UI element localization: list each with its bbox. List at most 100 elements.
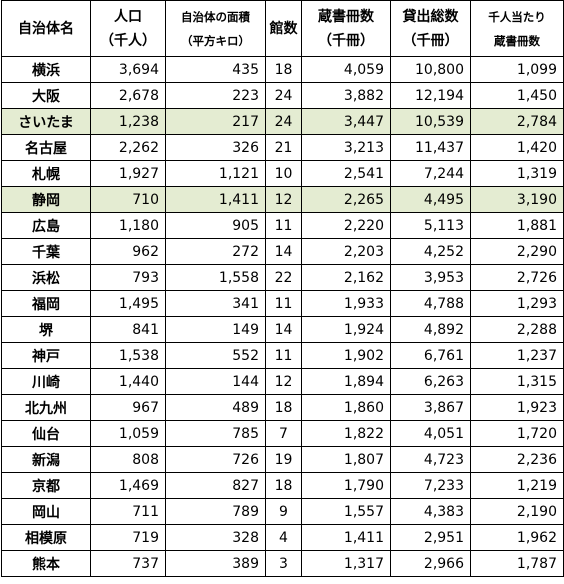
value-cell: 14 xyxy=(265,316,302,343)
value-cell: 808 xyxy=(90,446,166,473)
value-cell: 6,263 xyxy=(390,368,471,395)
city-name: 新潟 xyxy=(1,446,91,473)
city-name: 相模原 xyxy=(1,524,91,551)
table-row: 岡山 711 789 9 1,557 4,383 2,190 xyxy=(1,498,564,525)
table-row: 広島 1,180 905 11 2,220 5,113 1,881 xyxy=(1,212,564,239)
value-cell: 3,447 xyxy=(301,108,391,135)
table-row: 堺 841 149 14 1,924 4,892 2,288 xyxy=(1,316,564,343)
value-cell: 719 xyxy=(90,524,166,551)
city-name: 大阪 xyxy=(1,82,91,109)
value-cell: 6,761 xyxy=(390,342,471,369)
value-cell: 1,121 xyxy=(165,160,266,187)
value-cell: 2,541 xyxy=(301,160,391,187)
value-cell: 144 xyxy=(165,368,266,395)
value-cell: 1,099 xyxy=(470,56,564,83)
value-cell: 7,233 xyxy=(390,472,471,499)
value-cell: 7,244 xyxy=(390,160,471,187)
table-row: 福岡 1,495 341 11 1,933 4,788 1,293 xyxy=(1,290,564,317)
header-cell: 館数 xyxy=(265,0,302,57)
value-cell: 5,113 xyxy=(390,212,471,239)
table-row: 浜松 793 1,558 22 2,162 3,953 2,726 xyxy=(1,264,564,291)
value-cell: 2,265 xyxy=(301,186,391,213)
value-cell: 1,807 xyxy=(301,446,391,473)
value-cell: 11 xyxy=(265,290,302,317)
city-name: 堺 xyxy=(1,316,91,343)
value-cell: 1,411 xyxy=(165,186,266,213)
value-cell: 11 xyxy=(265,212,302,239)
value-cell: 711 xyxy=(90,498,166,525)
value-cell: 1,420 xyxy=(470,134,564,161)
value-cell: 2,951 xyxy=(390,524,471,551)
value-cell: 1,894 xyxy=(301,368,391,395)
value-cell: 2,290 xyxy=(470,238,564,265)
value-cell: 11,437 xyxy=(390,134,471,161)
value-cell: 3,213 xyxy=(301,134,391,161)
value-cell: 1,469 xyxy=(90,472,166,499)
value-cell: 4,059 xyxy=(301,56,391,83)
header-text: 自治体名 xyxy=(18,20,74,37)
value-cell: 217 xyxy=(165,108,266,135)
value-cell: 11 xyxy=(265,342,302,369)
value-cell: 2,190 xyxy=(470,498,564,525)
table-row: 札幌 1,927 1,121 10 2,541 7,244 1,319 xyxy=(1,160,564,187)
header-text: （千冊） xyxy=(402,32,459,49)
header-cell: 千人当たり 蔵書冊数 xyxy=(470,0,564,57)
city-name: 浜松 xyxy=(1,264,91,291)
city-name: 岡山 xyxy=(1,498,91,525)
header-cell: 貸出総数 （千冊） xyxy=(390,0,471,57)
value-cell: 3,953 xyxy=(390,264,471,291)
value-cell: 2,203 xyxy=(301,238,391,265)
value-cell: 1,787 xyxy=(470,550,564,577)
header-text: （千人） xyxy=(100,32,156,49)
value-cell: 12 xyxy=(265,186,302,213)
value-cell: 1,790 xyxy=(301,472,391,499)
value-cell: 18 xyxy=(265,56,302,83)
value-cell: 2,220 xyxy=(301,212,391,239)
city-name: 川崎 xyxy=(1,368,91,395)
value-cell: 552 xyxy=(165,342,266,369)
value-cell: 4,495 xyxy=(390,186,471,213)
value-cell: 793 xyxy=(90,264,166,291)
value-cell: 1,557 xyxy=(301,498,391,525)
header-cell: 自治体の面積 （平方キロ） xyxy=(165,0,266,57)
value-cell: 1,293 xyxy=(470,290,564,317)
header-text: 館数 xyxy=(269,20,298,37)
header-row: 自治体名 人口 （千人） 自治体の面積 （平方キロ） 館数 蔵書冊数 （千冊） 貸出総数 （千冊）… xyxy=(1,0,564,57)
city-name: 北九州 xyxy=(1,394,91,421)
value-cell: 1,933 xyxy=(301,290,391,317)
value-cell: 328 xyxy=(165,524,266,551)
table-row: 熊本 737 389 3 1,317 2,966 1,787 xyxy=(1,550,564,577)
city-name: 福岡 xyxy=(1,290,91,317)
value-cell: 10 xyxy=(265,160,302,187)
value-cell: 1,315 xyxy=(470,368,564,395)
header-cell: 自治体名 xyxy=(1,0,91,57)
value-cell: 2,678 xyxy=(90,82,166,109)
value-cell: 785 xyxy=(165,420,266,447)
value-cell: 4,723 xyxy=(390,446,471,473)
table-body: 横浜 3,694 435 18 4,059 10,800 1,099 大阪 2,678 223 24… xyxy=(1,56,564,577)
value-cell: 1,237 xyxy=(470,342,564,369)
value-cell: 789 xyxy=(165,498,266,525)
value-cell: 1,822 xyxy=(301,420,391,447)
value-cell: 21 xyxy=(265,134,302,161)
value-cell: 2,288 xyxy=(470,316,564,343)
table-row: 名古屋 2,262 326 21 3,213 11,437 1,420 xyxy=(1,134,564,161)
value-cell: 827 xyxy=(165,472,266,499)
value-cell: 1,902 xyxy=(301,342,391,369)
table-row: 川崎 1,440 144 12 1,894 6,263 1,315 xyxy=(1,368,564,395)
header-text: 人口 xyxy=(114,8,142,25)
value-cell: 272 xyxy=(165,238,266,265)
city-name: 神戸 xyxy=(1,342,91,369)
value-cell: 389 xyxy=(165,550,266,577)
value-cell: 341 xyxy=(165,290,266,317)
value-cell: 22 xyxy=(265,264,302,291)
value-cell: 967 xyxy=(90,394,166,421)
header-text: 蔵書冊数 xyxy=(318,8,374,25)
table-row: 新潟 808 726 19 1,807 4,723 2,236 xyxy=(1,446,564,473)
city-name: さいたま xyxy=(1,108,91,135)
header-cell: 人口 （千人） xyxy=(90,0,166,57)
value-cell: 18 xyxy=(265,394,302,421)
value-cell: 841 xyxy=(90,316,166,343)
value-cell: 1,317 xyxy=(301,550,391,577)
